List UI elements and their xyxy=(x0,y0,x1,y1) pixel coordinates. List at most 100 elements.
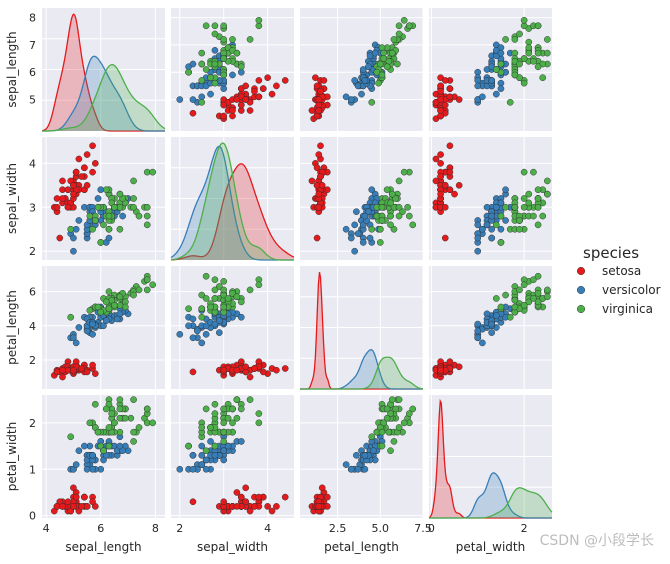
scatter-point-versicolor xyxy=(194,327,201,335)
scatter-point-setosa xyxy=(70,484,77,492)
scatter-point-versicolor xyxy=(342,461,350,468)
scatter-point-virginica xyxy=(224,414,232,422)
scatter-point-versicolor xyxy=(347,96,355,103)
scatter-point-versicolor xyxy=(371,49,379,57)
scatter-point-virginica xyxy=(378,71,386,79)
scatter-point-versicolor xyxy=(359,66,367,73)
scatter-point-versicolor xyxy=(488,77,495,84)
scatter-point-virginica xyxy=(233,49,241,57)
scatter-point-setosa xyxy=(313,82,321,90)
scatter-point-versicolor xyxy=(89,452,96,459)
x-axis-label-sepal_length: sepal_length xyxy=(65,540,141,554)
scatter-point-virginica xyxy=(130,203,137,211)
scatter-point-virginica xyxy=(220,55,228,62)
panel-background xyxy=(171,395,294,518)
scatter-point-virginica xyxy=(111,203,118,211)
kde-area-virginica xyxy=(300,357,423,389)
scatter-point-setosa xyxy=(324,493,331,501)
scatter-point-virginica xyxy=(390,36,398,43)
scatter-point-setosa xyxy=(437,96,444,103)
scatter-point-virginica xyxy=(100,447,107,455)
scatter-point-virginica xyxy=(116,190,124,198)
scatter-point-setosa xyxy=(308,107,316,114)
scatter-point-virginica xyxy=(135,212,143,220)
scatter-point-virginica xyxy=(130,438,137,445)
panel-background xyxy=(429,137,552,260)
y-tick-label: 6 xyxy=(29,286,36,299)
scatter-point-virginica xyxy=(224,295,232,302)
scatter-point-versicolor xyxy=(75,447,83,455)
scatter-point-versicolor xyxy=(202,465,210,473)
scatter-point-virginica xyxy=(516,217,523,224)
scatter-point-setosa xyxy=(312,74,319,82)
scatter-point-setosa xyxy=(446,186,454,194)
scatter-point-virginica xyxy=(89,225,96,233)
scatter-point-setosa xyxy=(59,177,66,185)
scatter-point-virginica xyxy=(220,303,228,311)
scatter-point-virginica xyxy=(520,16,528,24)
scatter-point-virginica xyxy=(383,186,391,194)
scatter-point-virginica xyxy=(105,305,113,313)
scatter-point-virginica xyxy=(97,308,105,316)
scatter-point-setosa xyxy=(59,373,66,381)
scatter-point-virginica xyxy=(502,203,509,211)
scatter-point-setosa xyxy=(455,363,463,371)
scatter-point-setosa xyxy=(189,368,197,376)
scatter-point-virginica xyxy=(255,410,263,417)
scatter-point-virginica xyxy=(220,71,228,79)
scatter-point-setosa xyxy=(83,151,91,158)
scatter-point-setosa xyxy=(72,168,80,176)
scatter-point-virginica xyxy=(520,195,528,202)
legend-title: species xyxy=(583,244,639,262)
scatter-point-virginica xyxy=(143,203,151,211)
scatter-point-versicolor xyxy=(198,461,206,468)
scatter-point-setosa xyxy=(268,90,276,98)
scatter-point-setosa xyxy=(437,366,444,374)
scatter-point-virginica xyxy=(497,239,505,246)
scatter-point-virginica xyxy=(544,286,551,294)
scatter-point-versicolor xyxy=(81,442,88,450)
scatter-point-virginica xyxy=(530,168,537,176)
scatter-point-versicolor xyxy=(354,465,362,473)
scatter-point-virginica xyxy=(406,212,413,220)
scatter-point-setosa xyxy=(251,88,258,95)
scatter-point-versicolor xyxy=(474,234,482,242)
scatter-point-versicolor xyxy=(488,320,495,328)
scatter-point-virginica xyxy=(511,296,519,304)
scatter-point-versicolor xyxy=(474,327,482,335)
scatter-point-setosa xyxy=(242,498,250,506)
scatter-point-setosa xyxy=(446,358,454,365)
kde-line-virginica xyxy=(429,487,553,519)
scatter-point-versicolor xyxy=(353,208,360,216)
scatter-point-setosa xyxy=(89,361,96,369)
scatter-point-setosa xyxy=(441,203,449,211)
x-tick-label: 8 xyxy=(152,522,159,535)
scatter-point-setosa xyxy=(318,181,326,189)
scatter-point-virginica xyxy=(211,276,219,283)
scatter-point-virginica xyxy=(534,221,542,229)
scatter-point-versicolor xyxy=(220,456,228,464)
scatter-point-setosa xyxy=(437,160,444,167)
kde-area-virginica xyxy=(171,143,294,260)
scatter-point-setosa xyxy=(451,190,458,198)
scatter-point-virginica xyxy=(395,424,403,431)
scatter-point-versicolor xyxy=(353,452,360,459)
scatter-point-setosa xyxy=(313,164,321,172)
scatter-point-versicolor xyxy=(351,247,358,255)
scatter-point-virginica xyxy=(534,49,542,57)
scatter-point-virginica xyxy=(91,400,99,408)
y-tick-label: 7 xyxy=(29,39,36,52)
scatter-point-virginica xyxy=(255,419,263,427)
scatter-point-virginica xyxy=(135,286,143,294)
scatter-point-virginica xyxy=(376,239,384,246)
scatter-point-setosa xyxy=(75,155,83,163)
y-tick-label: 2 xyxy=(29,417,36,430)
scatter-point-virginica xyxy=(387,221,394,229)
scatter-point-versicolor xyxy=(215,317,223,324)
scatter-point-versicolor xyxy=(502,186,509,194)
scatter-point-setosa xyxy=(281,365,289,372)
scatter-point-versicolor xyxy=(483,221,491,229)
scatter-point-versicolor xyxy=(351,77,358,84)
scatter-point-setosa xyxy=(237,493,245,501)
